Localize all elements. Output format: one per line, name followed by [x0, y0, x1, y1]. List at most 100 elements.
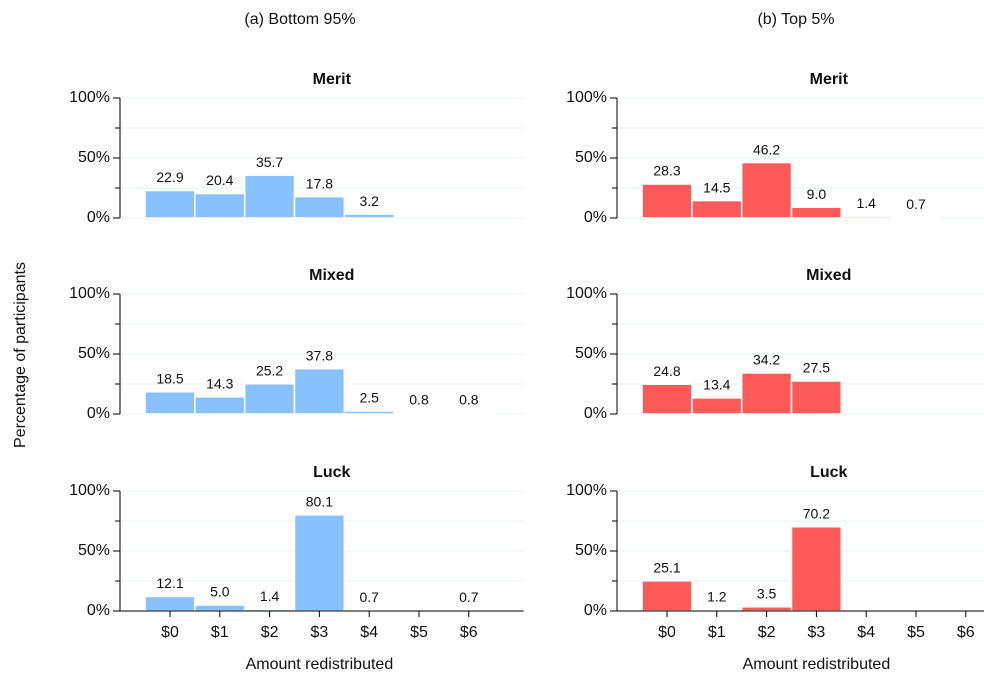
value-label: 28.3 — [653, 163, 680, 179]
value-label: 25.1 — [653, 560, 680, 576]
x-tick-label: $5 — [410, 624, 428, 641]
bar — [194, 604, 246, 612]
bar — [194, 192, 246, 219]
y-tick-label: 100% — [566, 89, 607, 106]
value-label: 1.4 — [260, 588, 280, 604]
value-label: 20.4 — [206, 172, 233, 188]
panel-title: Merit — [313, 71, 352, 88]
bar — [393, 412, 445, 415]
panel-title: Mixed — [309, 267, 354, 284]
value-label: 70.2 — [803, 505, 830, 521]
bar — [293, 514, 346, 612]
y-tick-label: 0% — [584, 602, 607, 619]
x-tick-label: $4 — [360, 624, 378, 641]
bar — [641, 580, 693, 612]
value-label: 34.2 — [753, 352, 780, 368]
bar — [790, 206, 843, 219]
value-label: 12.1 — [156, 575, 183, 591]
value-label: 14.3 — [206, 376, 233, 392]
y-axis-label: Percentage of participants — [12, 262, 29, 448]
value-label: 35.7 — [256, 154, 283, 170]
bar — [144, 189, 196, 219]
value-label: 5.0 — [210, 584, 230, 600]
value-label: 14.5 — [703, 179, 730, 195]
bar — [293, 367, 346, 415]
panel-title: Merit — [810, 71, 849, 88]
y-tick-label: 100% — [69, 89, 110, 106]
x-tick-label: $3 — [311, 624, 329, 641]
value-label: 18.5 — [156, 371, 183, 387]
panel-title: Mixed — [806, 267, 851, 284]
bar — [343, 213, 395, 219]
value-label: 13.4 — [703, 377, 730, 393]
bar — [293, 195, 346, 219]
x-tick-label: $5 — [907, 624, 925, 641]
bar — [890, 216, 942, 219]
value-label: 80.1 — [306, 494, 333, 510]
y-tick-label: 0% — [87, 405, 110, 422]
value-label: 9.0 — [807, 186, 827, 202]
y-tick-label: 0% — [584, 405, 607, 422]
value-label: 0.7 — [906, 196, 926, 212]
value-label: 27.5 — [803, 360, 830, 376]
panel-title: Luck — [810, 464, 847, 481]
y-tick-label: 0% — [584, 209, 607, 226]
column-title: (b) Top 5% — [757, 11, 834, 28]
y-tick-label: 50% — [78, 542, 110, 559]
y-tick-label: 50% — [575, 149, 607, 166]
y-tick-label: 0% — [87, 209, 110, 226]
panel-title: Luck — [313, 464, 350, 481]
value-label: 1.4 — [856, 195, 876, 211]
value-label: 3.2 — [359, 193, 379, 209]
x-axis-label: Amount redistributed — [743, 656, 891, 673]
x-tick-label: $0 — [658, 624, 676, 641]
column-title: (a) Bottom 95% — [244, 11, 355, 28]
x-axis-label: Amount redistributed — [246, 656, 394, 673]
bar — [443, 412, 495, 415]
y-tick-label: 50% — [78, 345, 110, 362]
value-label: 0.8 — [409, 392, 429, 408]
x-tick-label: $6 — [957, 624, 975, 641]
x-tick-label: $1 — [211, 624, 229, 641]
bar — [691, 397, 743, 415]
bar — [740, 372, 793, 415]
value-label: 22.9 — [156, 169, 183, 185]
bar — [641, 183, 693, 219]
x-tick-label: $3 — [808, 624, 826, 641]
value-label: 0.7 — [359, 589, 379, 605]
x-tick-label: $2 — [261, 624, 279, 641]
bar — [641, 383, 693, 415]
value-label: 3.5 — [757, 586, 777, 602]
bar — [790, 526, 843, 612]
bar — [840, 215, 892, 219]
x-tick-label: $4 — [857, 624, 875, 641]
y-tick-label: 0% — [87, 602, 110, 619]
y-tick-label: 100% — [69, 285, 110, 302]
bar — [144, 391, 196, 415]
bar — [243, 174, 296, 219]
bar — [740, 606, 793, 612]
x-tick-label: $0 — [161, 624, 179, 641]
value-label: 24.8 — [653, 363, 680, 379]
value-label: 46.2 — [753, 141, 780, 157]
bar — [343, 410, 395, 415]
x-tick-label: $1 — [708, 624, 726, 641]
bar — [740, 161, 793, 219]
y-tick-label: 50% — [575, 345, 607, 362]
bar — [243, 383, 296, 415]
y-tick-label: 50% — [575, 542, 607, 559]
x-tick-label: $2 — [758, 624, 776, 641]
value-label: 0.7 — [459, 589, 479, 605]
bar — [790, 380, 843, 415]
bar — [194, 396, 246, 415]
value-label: 25.2 — [256, 362, 283, 378]
x-tick-label: $6 — [460, 624, 478, 641]
bar — [144, 595, 196, 612]
value-label: 1.2 — [707, 588, 727, 604]
y-tick-label: 100% — [69, 482, 110, 499]
y-tick-label: 100% — [566, 482, 607, 499]
y-tick-label: 50% — [78, 149, 110, 166]
value-label: 0.8 — [459, 392, 479, 408]
y-tick-label: 100% — [566, 285, 607, 302]
